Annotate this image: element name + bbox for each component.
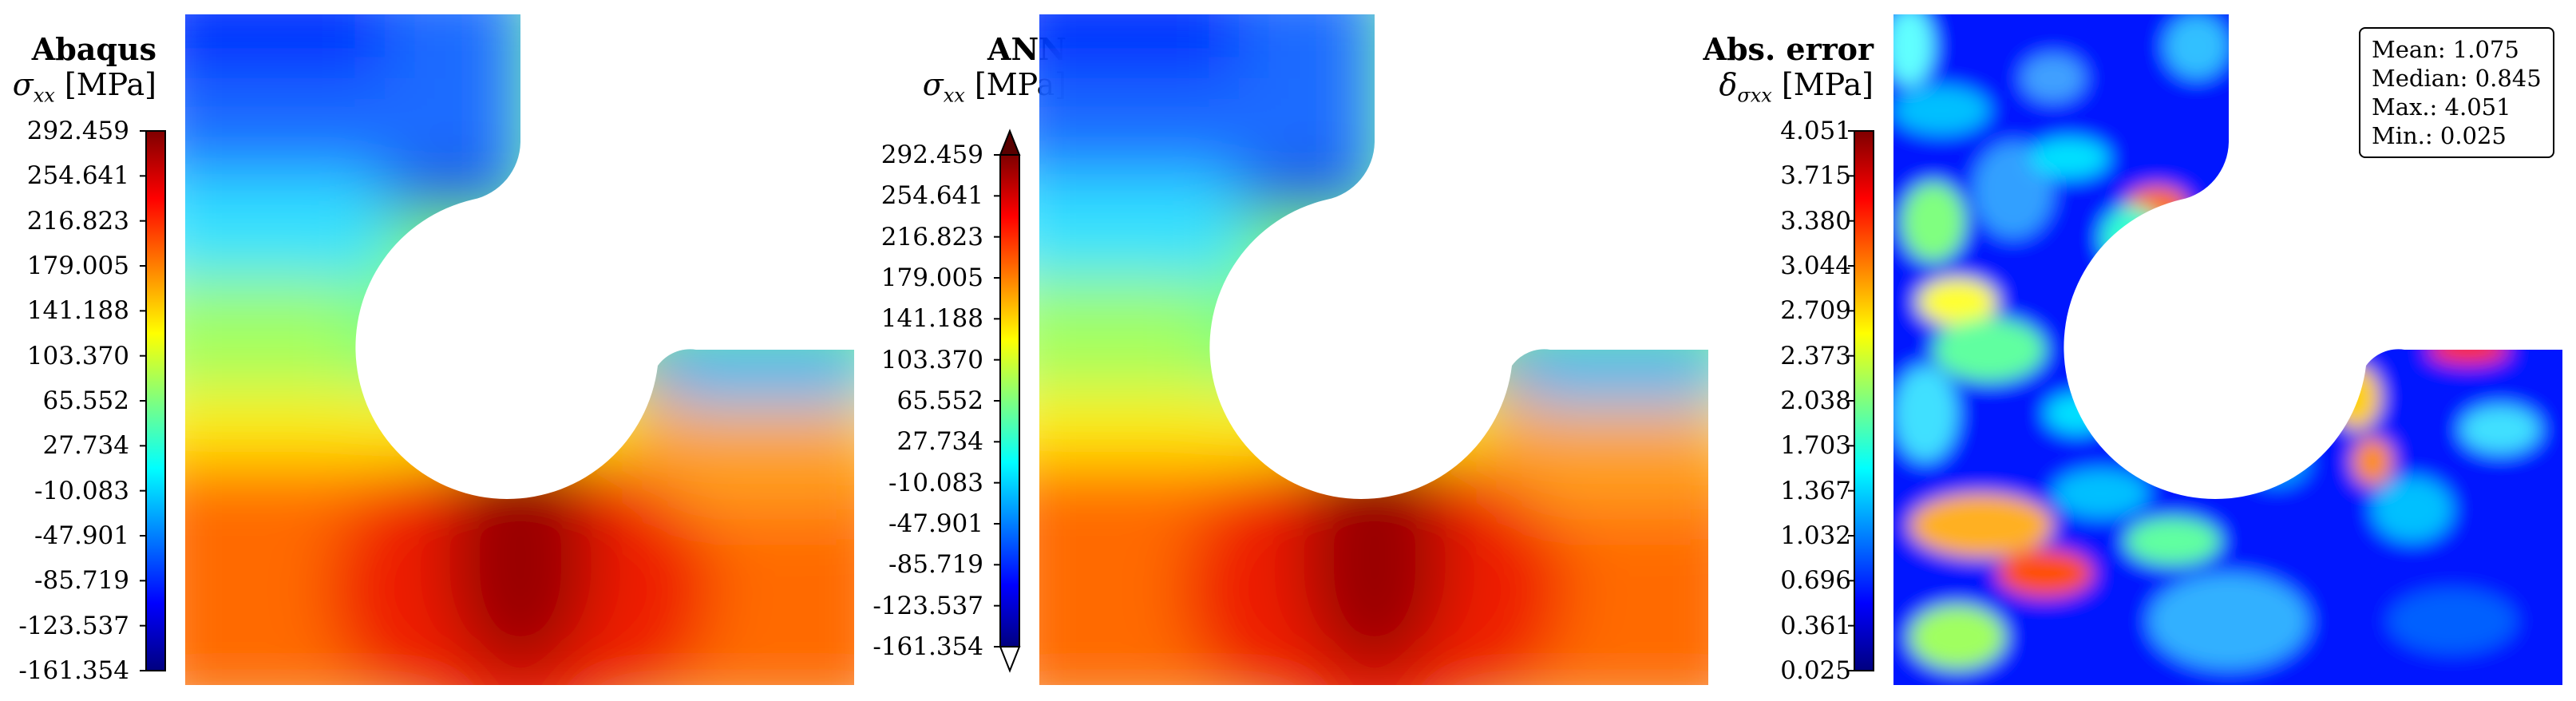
colorbar-tick-label: 3.044	[1780, 251, 1851, 280]
colorbar-tick-label: 65.552	[42, 386, 129, 415]
quantity-label: σxx [MPa]	[13, 67, 156, 113]
colorbar-tick-label: -10.083	[34, 476, 129, 505]
title-text: Abaqus	[31, 31, 156, 67]
quantity-subscript: σxx	[1737, 84, 1772, 107]
stat-max: Max.: 4.051	[2372, 93, 2511, 121]
colorbar-tick-label: 0.025	[1780, 656, 1851, 685]
colorbar-tick-label: 179.005	[26, 251, 129, 280]
colorbar-tick-label: -85.719	[888, 550, 983, 580]
colorbar-tick-label: 141.188	[880, 304, 983, 334]
colorbar-tick-label: 2.709	[1780, 296, 1851, 326]
colorbar-tick-label: 4.051	[1780, 117, 1851, 145]
colorbar-tick-label: 65.552	[896, 386, 983, 415]
colorbar-tick-label: 141.188	[26, 296, 129, 326]
colorbar-tick-label: -161.354	[873, 632, 983, 661]
quantity-subscript: xx	[33, 84, 55, 107]
colorbar-gradient	[145, 130, 166, 671]
colorbar-tick-label: 179.005	[880, 263, 983, 292]
colorbar-tick-label: 0.361	[1780, 611, 1851, 640]
stat-mean: Mean: 1.075	[2372, 36, 2519, 63]
colorbar-extend-min	[999, 646, 1021, 673]
colorbar-tick-label: -85.719	[34, 566, 129, 596]
panel-ann: ANN σxx [MPa] 292.459 254.641 216.823 179.0…	[854, 0, 1708, 701]
colorbar-tick-label: -123.537	[873, 591, 983, 620]
colorbar-tick-label: 3.715	[1780, 161, 1851, 191]
colorbar-tick-label: 103.370	[880, 345, 983, 374]
error-field	[1893, 14, 2562, 685]
quantity-subscript: xx	[943, 84, 965, 107]
colorbar-tick-label: 103.370	[26, 341, 129, 370]
colorbar	[994, 129, 1021, 673]
unit-label: [MPa]	[64, 67, 156, 102]
colorbar	[1848, 130, 1874, 671]
colorbar-tick-label: 0.696	[1780, 566, 1851, 596]
colorbar-tick-label: 2.373	[1780, 341, 1851, 370]
colorbar-tick-label: -47.901	[34, 521, 129, 550]
stress-field-abaqus	[185, 14, 854, 685]
stats-box: Mean: 1.075 Median: 0.845 Max.: 4.051 Mi…	[2359, 27, 2554, 158]
quantity-label: δσxx [MPa]	[1703, 67, 1874, 113]
colorbar-tick-label: 3.380	[1780, 206, 1851, 236]
colorbar-extend-max	[999, 129, 1021, 156]
stat-min: Min.: 0.025	[2372, 122, 2507, 149]
colorbar-tick-label: 1.367	[1780, 476, 1851, 505]
colorbar-tick-label: -161.354	[18, 656, 129, 685]
colorbar-tick-label: 254.641	[880, 181, 983, 211]
colorbar-tick-label: -123.537	[18, 611, 129, 640]
colorbar-tick-label: 27.734	[42, 431, 129, 461]
quantity-symbol: σ	[12, 67, 34, 102]
colorbar-tick-label: 216.823	[26, 206, 129, 236]
colorbar-gradient	[1854, 130, 1874, 671]
panel-abaqus: Abaqus σxx [MPa] 292.459 254.641 216.823 17…	[0, 0, 854, 701]
panel-abs-error: Abs. error δσxx [MPa] 4.051 3.715 3.380 3.0…	[1703, 0, 2576, 701]
colorbar-tick-label: 1.703	[1780, 431, 1851, 461]
colorbar-tick-label: -10.083	[888, 468, 983, 497]
title-text: Abs. error	[1703, 31, 1874, 67]
colorbar	[140, 130, 166, 671]
colorbar-gradient	[999, 154, 1020, 648]
stat-median: Median: 0.845	[2372, 65, 2542, 92]
colorbar-tick-label: 2.038	[1780, 386, 1851, 415]
colorbar-tick-label: 254.641	[26, 161, 129, 191]
panel-title: Abaqus σxx [MPa]	[13, 32, 156, 113]
colorbar-tick-label: 27.734	[896, 427, 983, 457]
unit-label: [MPa]	[1781, 67, 1874, 102]
quantity-symbol: δ	[1719, 67, 1738, 102]
colorbar-tick-label: -47.901	[888, 509, 983, 538]
colorbar-tick-label: 216.823	[880, 222, 983, 251]
panel-title: Abs. error δσxx [MPa]	[1703, 32, 1874, 113]
quantity-symbol: σ	[922, 67, 944, 102]
colorbar-tick-label: 292.459	[880, 141, 983, 169]
colorbar-tick-label: 1.032	[1780, 521, 1851, 550]
colorbar-tick-label: 292.459	[26, 117, 129, 145]
stress-field-ann	[1039, 14, 1708, 685]
